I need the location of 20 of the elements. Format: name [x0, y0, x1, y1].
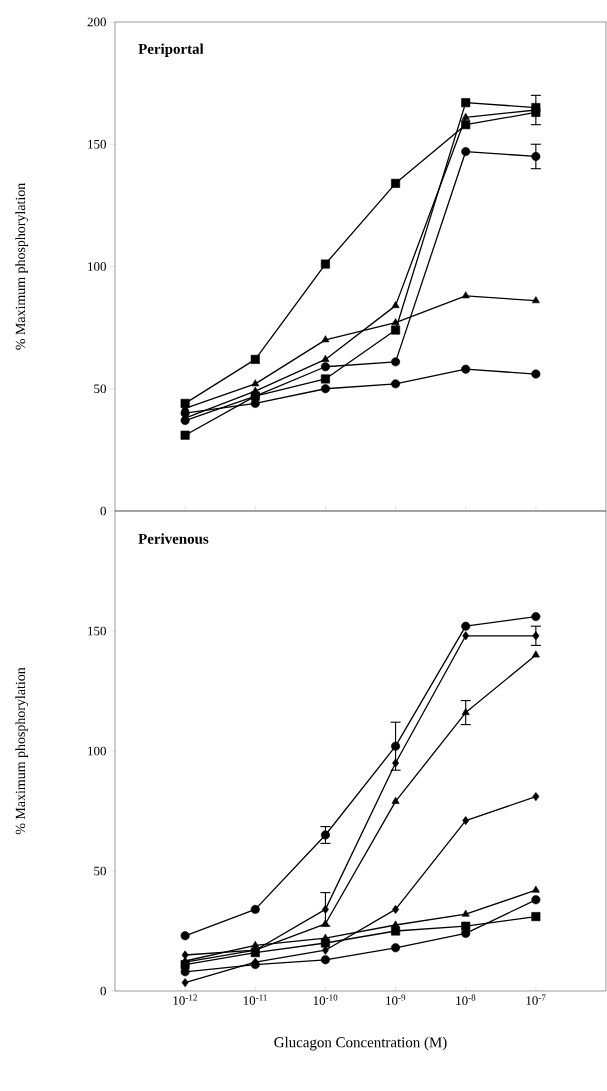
y-tick-label: 100: [88, 746, 106, 756]
y-tick-label: 150: [88, 139, 106, 149]
y-tick-label: 0: [100, 506, 106, 516]
x-tick-label: 10$^{-12}$: [173, 994, 197, 1005]
y-tick-label: 50: [94, 384, 106, 394]
text: Periportal: [138, 43, 204, 58]
y-tick-label: 0: [100, 986, 106, 996]
text: Perivenous: [138, 533, 209, 544]
x-tick-label: 10$^{-10}$: [313, 994, 338, 1006]
y-axis-title: % Maximum phosphorylation: [15, 667, 28, 835]
y-axis-title: % Maximum phosphorylation: [15, 183, 28, 350]
x-tick-label: 10$^{-9}$: [386, 994, 406, 1005]
y-tick-label: 100: [88, 262, 106, 271]
x-tick-label: 10$^{-7}$: [526, 994, 546, 1005]
x-tick-label: 10$^{-8}$: [456, 994, 476, 1006]
y-tick-label: 150: [88, 626, 106, 636]
x-axis-title: Glucagon Concentration (M): [274, 1036, 447, 1051]
y-tick-label: 50: [94, 866, 106, 876]
y-tick-label: 200: [87, 17, 106, 27]
x-tick-label: 10$^{-11}$: [243, 994, 267, 1005]
